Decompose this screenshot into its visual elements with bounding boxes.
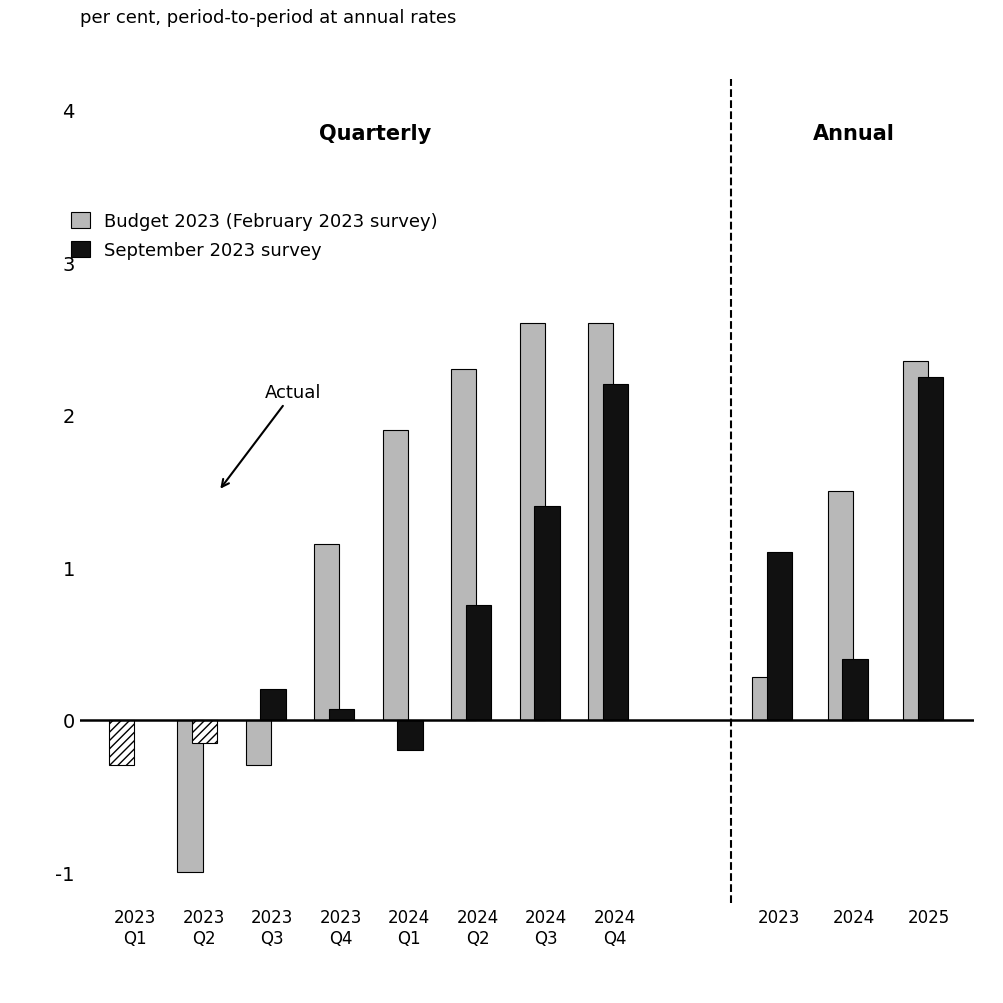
Bar: [917, 377, 942, 720]
Text: Annual: Annual: [812, 123, 894, 143]
Bar: [382, 430, 407, 720]
Bar: [588, 324, 613, 720]
Bar: [108, 720, 134, 765]
Bar: [826, 491, 853, 720]
Bar: [751, 677, 777, 720]
Bar: [178, 720, 203, 873]
Legend: Budget 2023 (February 2023 survey), September 2023 survey: Budget 2023 (February 2023 survey), Sept…: [71, 213, 437, 260]
Bar: [397, 720, 422, 750]
Bar: [314, 545, 339, 720]
Bar: [602, 385, 628, 720]
Bar: [465, 606, 490, 720]
Bar: [246, 720, 271, 765]
Text: Quarterly: Quarterly: [318, 123, 430, 143]
Bar: [329, 709, 354, 720]
Text: per cent, period-to-period at annual rates: per cent, period-to-period at annual rat…: [80, 9, 456, 27]
Bar: [902, 362, 928, 720]
Bar: [260, 689, 286, 720]
Bar: [534, 507, 559, 720]
Bar: [192, 720, 217, 743]
Bar: [766, 553, 791, 720]
Bar: [450, 370, 476, 720]
Bar: [519, 324, 545, 720]
Text: Actual: Actual: [222, 383, 321, 487]
Bar: [842, 659, 867, 720]
